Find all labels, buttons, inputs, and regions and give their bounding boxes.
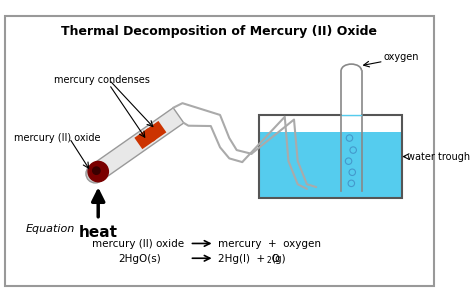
Polygon shape: [90, 108, 184, 181]
Bar: [259, 115, 402, 198]
Polygon shape: [145, 121, 166, 142]
Text: Equation: Equation: [26, 224, 75, 234]
Text: mercury  +  oxygen: mercury + oxygen: [218, 239, 321, 249]
Text: mercury condenses: mercury condenses: [54, 75, 149, 85]
Text: water trough: water trough: [407, 152, 470, 162]
Text: mercury (II) oxide: mercury (II) oxide: [92, 239, 184, 249]
Bar: [260, 132, 401, 197]
Circle shape: [86, 165, 104, 183]
Polygon shape: [134, 128, 156, 149]
Text: oxygen: oxygen: [383, 52, 419, 62]
Text: mercury (II) oxide: mercury (II) oxide: [14, 133, 100, 143]
Text: 2Hg(l)  +  O: 2Hg(l) + O: [218, 254, 280, 264]
Bar: [342, 71, 361, 115]
Text: 2: 2: [266, 256, 271, 265]
Circle shape: [92, 167, 100, 174]
Text: (g): (g): [271, 254, 285, 264]
Text: 2HgO(s): 2HgO(s): [118, 254, 161, 264]
Circle shape: [88, 161, 109, 182]
Text: heat: heat: [79, 225, 118, 240]
Text: Thermal Decomposition of Mercury (II) Oxide: Thermal Decomposition of Mercury (II) Ox…: [61, 25, 377, 38]
